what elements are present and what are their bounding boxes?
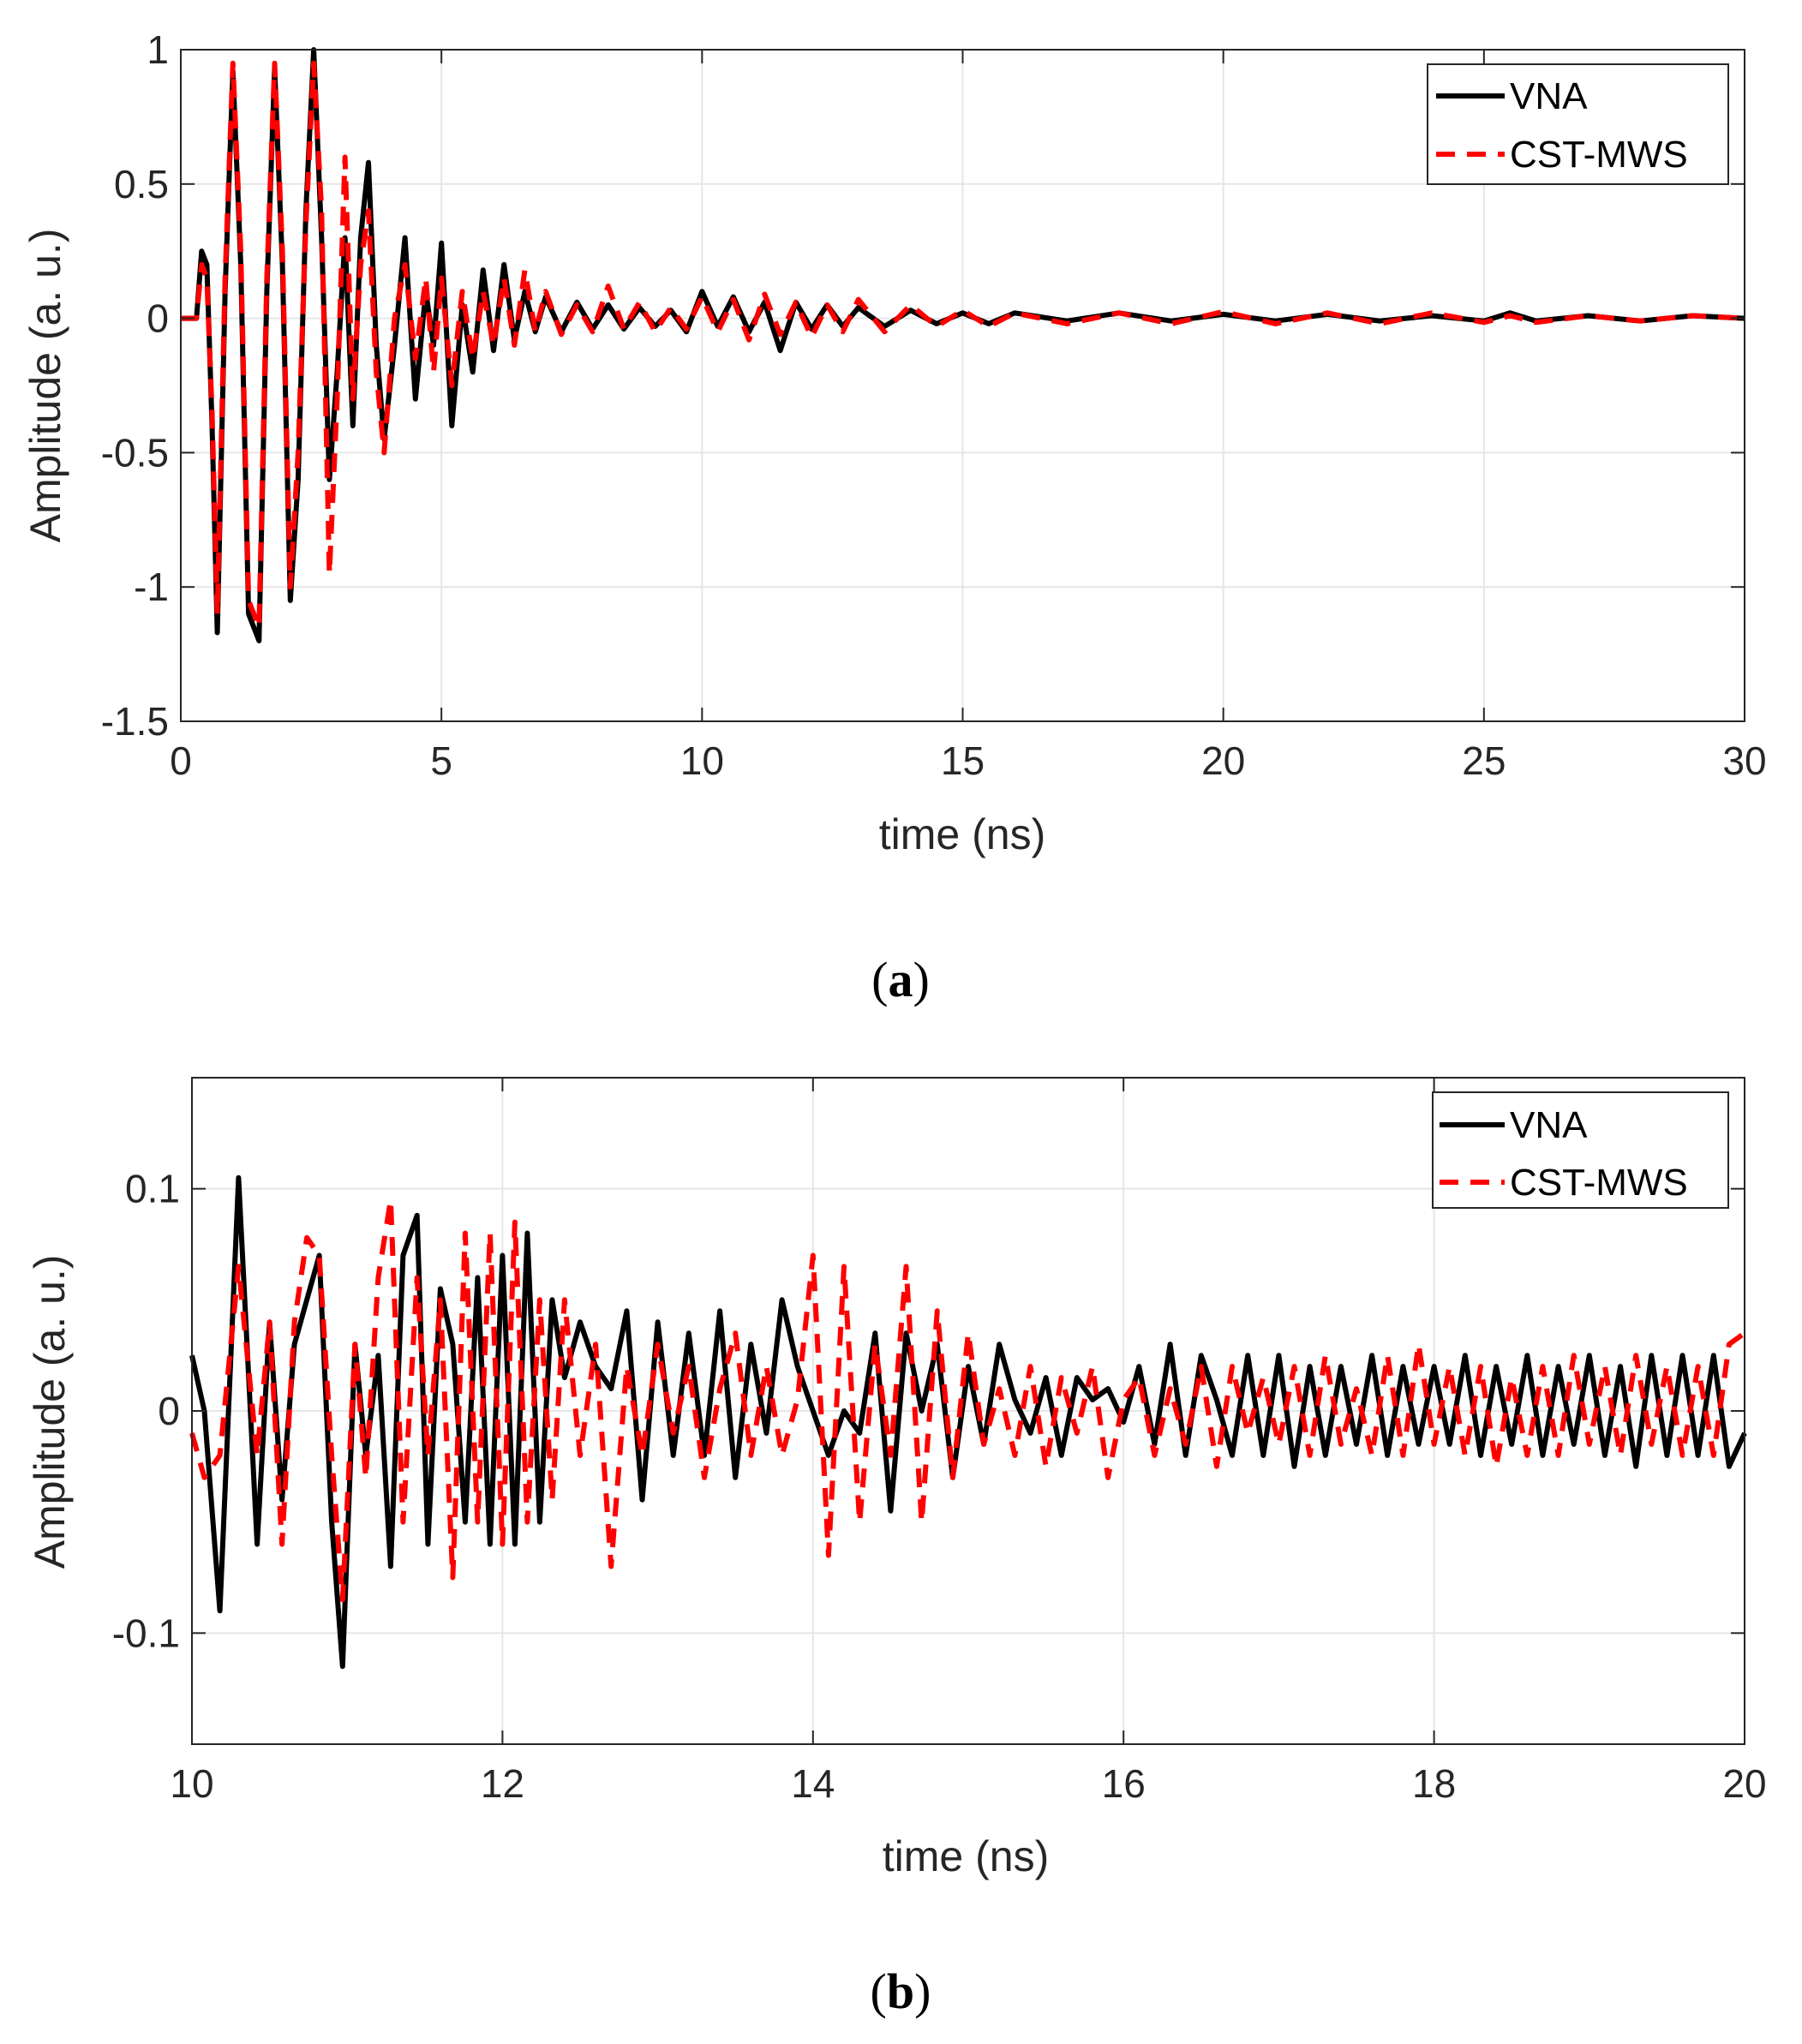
series-lines-b [189, 1174, 1747, 1670]
caption-letter-b: b [887, 1963, 914, 2019]
axis-ticks-a [180, 49, 1745, 722]
x-tick-label: 10 [680, 738, 724, 783]
legend-label-vna: VNA [1510, 1104, 1588, 1146]
x-tick-label: 18 [1412, 1761, 1456, 1806]
legend-label-vna: VNA [1510, 75, 1588, 117]
x-tick-label: 15 [941, 738, 985, 783]
axis-ticks-b [191, 1078, 1745, 1744]
y-tick-label: -1 [134, 565, 169, 609]
x-axis-label-a: time (ns) [879, 810, 1045, 858]
legend-box-b [1432, 1091, 1729, 1209]
chart-panel-a: 0 5 10 15 20 25 30 -1.5 -1 -0.5 0 0.5 1 … [21, 27, 1767, 1007]
x-tick-labels-b: 10 12 14 16 18 20 [170, 1761, 1766, 1806]
caption-a: (a) [871, 952, 930, 1007]
y-tick-label: 0 [147, 296, 169, 341]
y-tick-label: 0.5 [114, 162, 169, 206]
y-tick-label: 0.1 [125, 1167, 180, 1211]
x-tick-label: 30 [1722, 738, 1766, 783]
caption-b: (b) [871, 1963, 931, 2019]
y-tick-labels-a: -1.5 -1 -0.5 0 0.5 1 [101, 27, 169, 744]
x-tick-labels-a: 0 5 10 15 20 25 30 [170, 738, 1766, 783]
x-tick-label: 12 [481, 1761, 524, 1806]
series-line-cst-mws [181, 60, 1745, 631]
y-tick-label: -1.5 [101, 699, 169, 744]
legend-label-cst-mws: CST-MWS [1510, 1162, 1688, 1204]
caption-letter-a: a [889, 952, 913, 1007]
legend-a: VNA CST-MWS [1427, 63, 1729, 185]
y-tick-label: 1 [147, 27, 169, 72]
series-line-cst-mws [189, 1197, 1746, 1603]
y-axis-label-b: Amplitude (a. u.) [26, 1255, 74, 1569]
y-tick-label: 0 [158, 1389, 180, 1433]
x-tick-label: 16 [1102, 1761, 1146, 1806]
series-lines-a [181, 47, 1745, 643]
legend-label-cst-mws: CST-MWS [1510, 134, 1688, 176]
legend-b: VNA CST-MWS [1432, 1091, 1729, 1209]
y-tick-label: -0.1 [112, 1611, 180, 1655]
legend-box-a [1427, 63, 1729, 185]
x-tick-label: 14 [791, 1761, 835, 1806]
chart-panel-b: 10 12 14 16 18 20 -0.1 0 0.1 time (ns) A… [26, 1077, 1767, 2019]
y-tick-label: -0.5 [101, 430, 169, 475]
y-tick-labels-b: -0.1 0 0.1 [112, 1167, 180, 1656]
x-tick-label: 25 [1462, 738, 1506, 783]
x-tick-label: 20 [1201, 738, 1245, 783]
x-axis-label-b: time (ns) [883, 1832, 1049, 1880]
x-tick-label: 10 [170, 1761, 213, 1806]
x-tick-label: 5 [430, 738, 452, 783]
x-tick-label: 0 [170, 738, 192, 783]
x-tick-label: 20 [1722, 1761, 1766, 1806]
y-axis-label-a: Amplitude (a. u.) [21, 229, 69, 543]
